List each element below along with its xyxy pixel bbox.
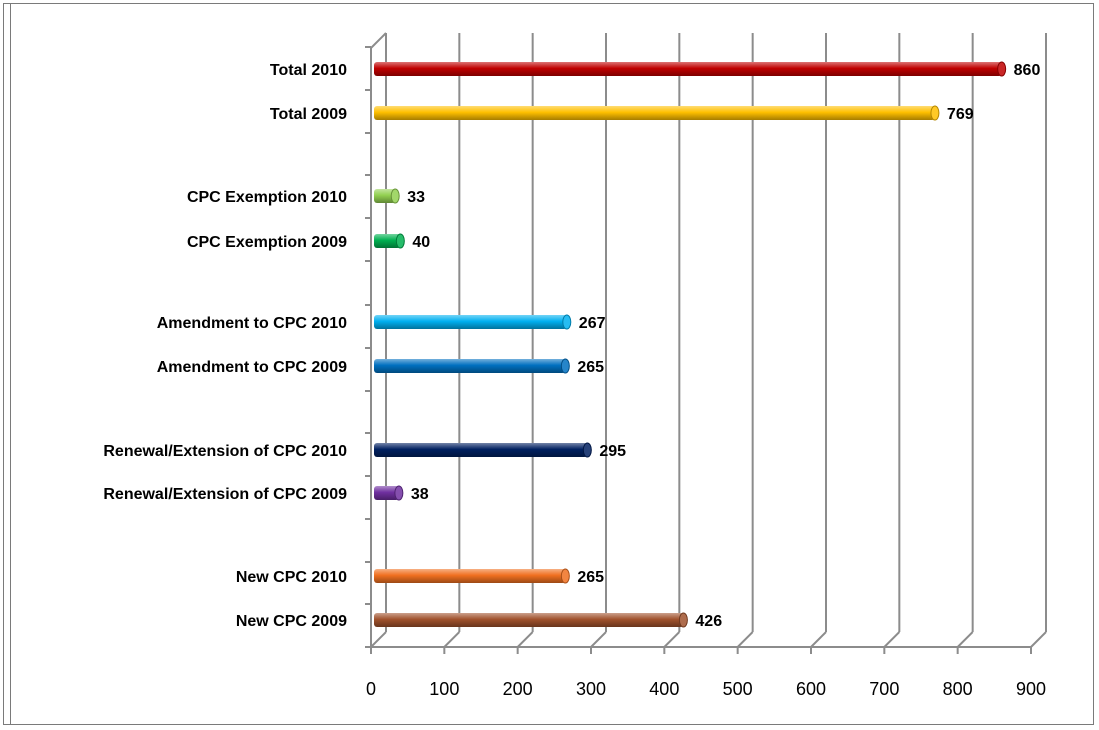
data-label: 265	[577, 569, 604, 586]
data-label: 426	[695, 613, 722, 630]
bar-cap	[394, 485, 404, 501]
bar-cap	[930, 105, 940, 121]
bar	[374, 189, 396, 203]
x-tick-label: 200	[503, 679, 533, 699]
bars-layer	[374, 61, 1007, 628]
category-label: Amendment to CPC 2009	[157, 359, 347, 376]
x-tick-label: 400	[649, 679, 679, 699]
floor-line	[516, 631, 534, 648]
data-label: 40	[412, 234, 430, 251]
bar	[374, 569, 566, 583]
floor-line	[663, 631, 681, 648]
bar-cap	[678, 612, 688, 628]
data-label: 38	[411, 486, 429, 503]
frame-inner-border	[10, 4, 11, 724]
bar-cap	[997, 61, 1007, 77]
floor-line	[736, 631, 754, 648]
labels-layer: 0 100 200 300 400 500 600 700 800 900 860 Total 201…	[103, 62, 1046, 699]
data-label: 769	[947, 106, 974, 123]
category-label: Renewal/Extension of CPC 2009	[103, 486, 347, 503]
data-label: 33	[407, 189, 425, 206]
x-tick-label: 700	[869, 679, 899, 699]
floor-line	[590, 631, 607, 648]
category-label: Amendment to CPC 2010	[157, 315, 347, 332]
category-label: New CPC 2010	[236, 569, 347, 586]
bar-cap	[582, 442, 592, 458]
side-wall-top	[370, 32, 387, 49]
bar-cap	[560, 568, 570, 584]
floor-line	[810, 631, 827, 648]
category-label: New CPC 2009	[236, 613, 347, 630]
x-tick-label: 500	[723, 679, 753, 699]
category-label: Total 2010	[270, 62, 347, 79]
x-tick-label: 300	[576, 679, 606, 699]
category-label: CPC Exemption 2009	[187, 234, 347, 251]
bar-cap	[395, 233, 405, 249]
bar	[374, 486, 399, 500]
axis-layer	[365, 32, 1032, 654]
bar-cap	[390, 188, 400, 204]
floor-line	[883, 631, 901, 648]
data-label: 267	[579, 315, 606, 332]
bar	[374, 106, 935, 120]
floor-line	[1030, 631, 1047, 648]
data-label: 265	[577, 359, 604, 376]
category-label: CPC Exemption 2010	[187, 189, 347, 206]
grid-layer	[370, 33, 1047, 648]
x-tick-label: 800	[943, 679, 973, 699]
bar	[374, 359, 566, 373]
data-label: 860	[1014, 62, 1041, 79]
x-tick-label: 600	[796, 679, 826, 699]
x-tick-label: 900	[1016, 679, 1046, 699]
data-label: 295	[599, 443, 626, 460]
floor-line	[370, 631, 387, 648]
floor-line	[443, 631, 461, 648]
bar	[374, 443, 588, 457]
bar	[374, 613, 684, 627]
bar-cap	[562, 314, 572, 330]
x-tick-label: 100	[429, 679, 459, 699]
x-tick-label: 0	[366, 679, 376, 699]
category-label: Renewal/Extension of CPC 2010	[103, 443, 347, 460]
floor-line	[956, 631, 974, 648]
bar	[374, 62, 1002, 76]
bar	[374, 315, 567, 329]
bar	[374, 234, 401, 248]
category-label: Total 2009	[270, 106, 347, 123]
bar-cap	[560, 358, 570, 374]
